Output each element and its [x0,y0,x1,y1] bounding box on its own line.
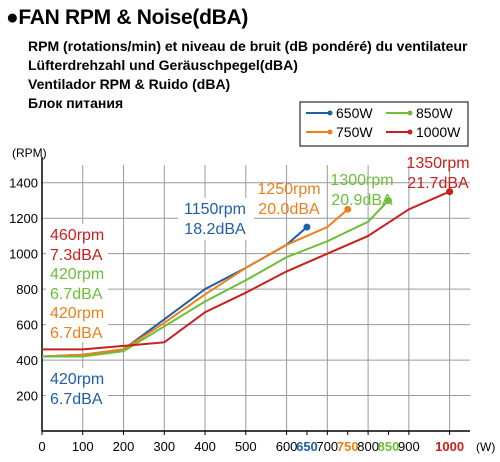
legend-marker-1000W [407,129,413,135]
x-tick-label: 750 [337,439,359,454]
subtitle-french: RPM (rotations/min) et niveau de bruit (… [28,38,468,54]
start-label-backing [46,198,254,408]
start-label-dba-850W: 6.7dBA [50,286,103,303]
y-tick-label: 1200 [9,211,38,226]
end-label-dba-750W: 20.0dBA [258,201,320,218]
end-label-dba-650W: 18.2dBA [184,221,246,238]
axes: 200 400 600 800 1000 1200 1400 0 100 200 300 400 500… [9,146,495,454]
series-lines [41,188,454,358]
grid [42,165,470,431]
start-label-rpm-750W: 420rpm [50,305,104,322]
start-label-dba-750W: 6.7dBA [50,325,103,342]
x-tick-label: 300 [153,439,175,454]
x-tick-label: 800 [357,439,379,454]
subtitle-german: Lüfterdrehzahl und Geräuschpegel(dBA) [28,57,298,73]
legend-marker-850W [407,110,413,116]
end-label-rpm-750W: 1250rpm [257,181,320,198]
legend-label-650W: 650W [336,105,373,121]
end-label-rpm-650W: 1150rpm [184,201,246,218]
start-label-dba-650W: 6.7dBA [50,391,103,408]
legend-marker-750W [327,129,333,135]
legend: 650W 850W 750W 1000W [299,101,469,147]
start-label-rpm-650W: 420rpm [50,371,104,388]
series-end-point-1000W [446,188,454,196]
label-backing-lower [46,368,108,408]
x-tick-label: 900 [398,439,420,454]
y-tick-label: 800 [16,282,38,297]
legend-label-750W: 750W [336,124,373,140]
end-label-rpm-850W: 1300rpm [330,172,393,189]
x-tick-label: 850 [378,439,400,454]
x-tick-label: 0 [38,439,45,454]
start-label-dba-1000W: 7.3dBA [50,247,103,264]
x-tick-label: 600 [276,439,298,454]
y-tick-label: 1000 [9,247,38,262]
legend-label-850W: 850W [416,105,453,121]
series-end-point-750W [344,205,352,213]
x-tick-label: 500 [235,439,257,454]
legend-box [299,101,469,147]
subtitle-russian: Блок питания [28,95,124,111]
y-tick-label: 600 [16,318,38,333]
subtitle-spanish: Ventilador RPM & Ruido (dBA) [28,76,231,92]
x-tick-label: 650 [296,439,318,454]
x-tick-label: 1000 [435,439,464,454]
end-label-dba-850W: 20.9dBA [331,192,393,209]
data-labels: 1150rpm 18.2dBA 1250rpm 20.0dBA 1300rpm 20.9d… [46,155,470,408]
x-axis-label: (W) [476,440,495,454]
end-label-dba-1000W: 21.7dBA [407,175,469,192]
series-line-850W [42,199,390,358]
y-tick-label: 400 [16,353,38,368]
y-tick-label: 200 [16,389,38,404]
x-tick-label: 200 [113,439,135,454]
series-line-1000W [42,190,451,351]
series-end-point-850W [384,196,392,204]
x-tick-label: 700 [316,439,338,454]
label-backing-650 [178,198,254,240]
y-axis-label: (RPM) [12,146,47,160]
series-end-point-650W [303,223,311,231]
end-label-rpm-1000W: 1350rpm [406,155,469,172]
legend-marker-650W [327,110,333,116]
x-tick-label: 100 [72,439,94,454]
start-label-rpm-1000W: 460rpm [50,227,104,244]
y-tick-label: 1400 [9,176,38,191]
series-line-750W [41,208,349,358]
label-backing-upper [46,224,108,342]
x-tick-label: 400 [194,439,216,454]
legend-label-1000W: 1000W [416,124,461,140]
chart-title: ●FAN RPM & Noise(dBA) [6,6,249,29]
start-label-rpm-850W: 420rpm [50,266,104,283]
